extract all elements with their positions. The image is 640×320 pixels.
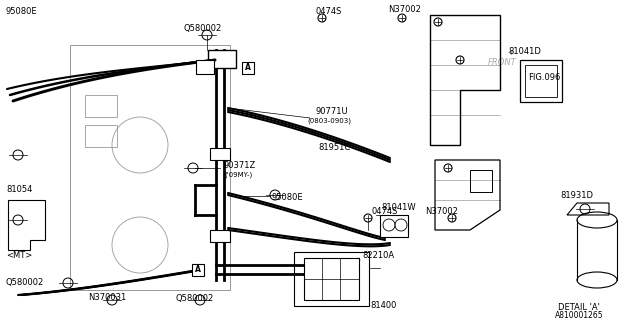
Bar [85,125,117,147]
Circle shape [456,56,464,64]
Circle shape [434,18,442,26]
Text: FRONT: FRONT [488,51,516,67]
Text: 95080E: 95080E [6,7,38,17]
Text: A: A [195,266,201,275]
Text: N370031: N370031 [88,293,126,302]
Bar [520,60,562,102]
Text: Q580002: Q580002 [183,23,221,33]
Text: ('09MY-): ('09MY-) [224,172,252,178]
Text: Q580002: Q580002 [6,278,44,287]
Text: 81054: 81054 [6,186,33,195]
Bar [304,258,359,300]
Circle shape [318,14,326,22]
Text: FIG.096: FIG.096 [528,74,561,83]
Text: 81931D: 81931D [560,190,593,199]
Circle shape [444,164,452,172]
Bar [192,264,204,276]
Text: Q580002: Q580002 [176,293,214,302]
Text: 0474S: 0474S [315,7,341,17]
Text: 81951C: 81951C [318,143,350,153]
Text: 81041D: 81041D [508,47,541,57]
Bar [196,60,214,74]
Bar [210,230,230,242]
Bar [210,148,230,160]
Text: <MT>: <MT> [6,251,32,260]
Text: N37002: N37002 [388,5,421,14]
Text: N37002: N37002 [425,207,458,217]
Text: A: A [245,63,251,73]
Text: A810001265: A810001265 [555,311,604,320]
Text: (0803-0903): (0803-0903) [307,118,351,124]
Bar [85,95,117,117]
Text: 95080E: 95080E [272,193,303,202]
Bar [525,65,557,97]
Text: 82210A: 82210A [362,251,394,260]
Text: 81400: 81400 [370,300,396,309]
Circle shape [364,214,372,222]
Text: 90771U: 90771U [316,108,349,116]
Circle shape [448,214,456,222]
Text: DETAIL 'A': DETAIL 'A' [558,303,600,313]
Bar [242,62,254,74]
Circle shape [398,14,406,22]
Bar [294,252,369,306]
Bar [470,170,492,192]
Text: 90371Z: 90371Z [224,161,256,170]
Text: 81041W: 81041W [381,204,415,212]
Bar [380,215,408,237]
Bar [208,50,236,68]
Text: 0474S: 0474S [372,207,398,217]
